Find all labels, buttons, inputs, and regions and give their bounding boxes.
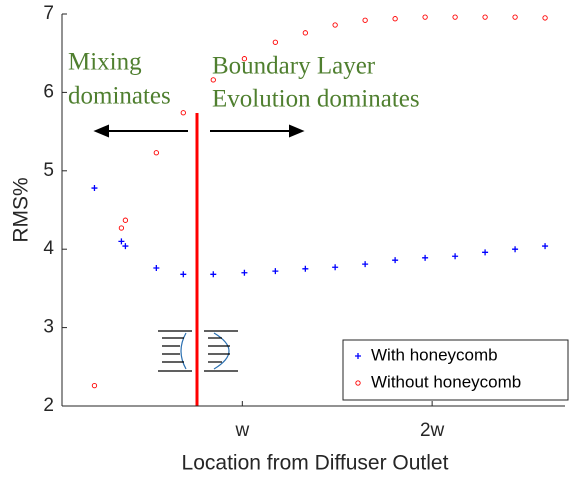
y-axis-label: RMS%: [10, 177, 33, 242]
point: [332, 264, 339, 271]
point: [422, 254, 429, 261]
x-tick-label: 2w: [420, 420, 445, 441]
point: [392, 257, 399, 264]
y-tick-label: 6: [43, 81, 54, 102]
legend-box: [342, 339, 569, 401]
point: [542, 15, 548, 21]
point: [241, 269, 248, 276]
point: [180, 271, 187, 278]
point: [302, 265, 309, 272]
x-tick-label: w: [234, 420, 249, 441]
legend: With honeycomb Without honeycomb: [342, 339, 569, 401]
point: [542, 243, 549, 250]
point: [272, 39, 278, 45]
x-axis-label: Location from Diffuser Outlet: [182, 452, 449, 475]
point: [272, 268, 279, 275]
point: [482, 249, 489, 256]
point: [512, 14, 518, 20]
y-tick-label: 2: [43, 395, 54, 416]
annotation: Mixing: [68, 49, 142, 76]
point: [153, 265, 160, 272]
point: [332, 22, 338, 28]
point: [122, 217, 129, 223]
point: [452, 14, 458, 20]
point: [122, 243, 129, 250]
arrows: [93, 124, 305, 138]
y-tick-label: 7: [43, 3, 54, 24]
point: [362, 261, 369, 268]
profile-icons: [158, 330, 238, 372]
point: [153, 150, 159, 156]
point: [362, 17, 368, 23]
point: [392, 16, 398, 22]
legend-marker: [355, 380, 361, 386]
legend-label: With honeycomb: [371, 345, 498, 364]
point: [180, 110, 186, 116]
annotation: Evolution dominates: [212, 86, 420, 113]
annotation: Boundary Layer: [212, 53, 376, 80]
point: [241, 56, 248, 62]
point: [422, 14, 428, 20]
point: [482, 14, 488, 20]
y-tick-label: 5: [43, 160, 54, 181]
point: [452, 253, 459, 260]
point: [118, 225, 125, 231]
point: [512, 246, 519, 253]
point: [210, 77, 216, 83]
point: [210, 271, 217, 278]
legend-label: Without honeycomb: [371, 372, 521, 391]
y-tick-label: 4: [43, 238, 54, 259]
point: [302, 30, 308, 36]
legend-marker: [355, 353, 361, 359]
point: [118, 238, 125, 245]
point: [91, 382, 98, 389]
y-tick-label: 3: [43, 317, 54, 338]
point: [91, 185, 98, 192]
annotation: dominates: [68, 83, 171, 110]
